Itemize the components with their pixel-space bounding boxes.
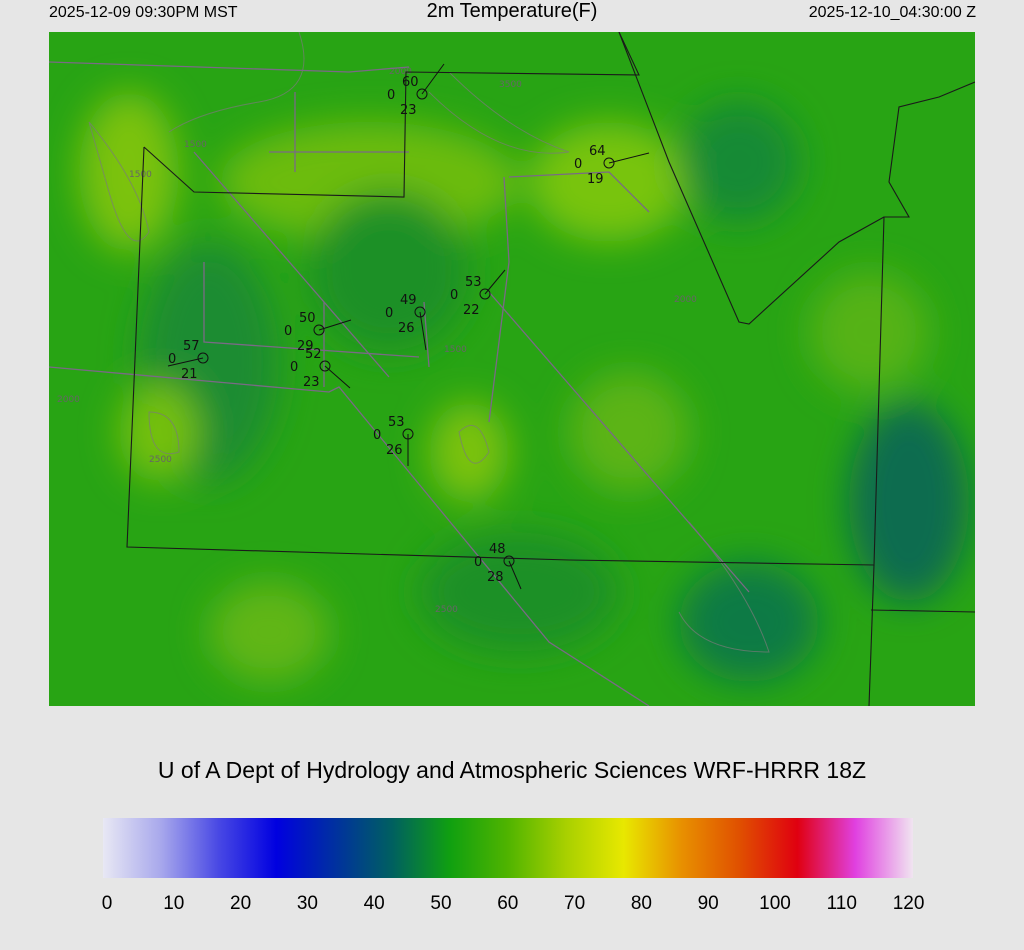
colorbar-gradient [103,818,913,878]
boundaries [126,32,975,706]
station-left: 0 [385,306,393,321]
station-circle-icon [479,288,491,300]
station-temp: 49 [400,293,417,308]
station-dew: 26 [386,443,403,458]
station-plot: 50 0 29 [284,311,352,354]
colorbar-tick-label: 100 [759,893,791,914]
station-plot: 60 0 23 [387,63,445,118]
station-left: 0 [168,352,176,367]
colorbar-tick-label: 30 [296,893,318,914]
station-left: 0 [574,157,582,172]
station-dew: 21 [181,367,198,382]
wind-barb-icon [508,560,522,590]
station-circle-icon [197,352,209,364]
svg-text:2000: 2000 [674,295,697,305]
colorbar [103,818,913,878]
wind-barb-icon [484,269,506,295]
station-temp: 50 [299,311,316,326]
station-temp: 64 [589,144,606,159]
colorbar-tick-label: 40 [363,893,385,914]
svg-text:2500: 2500 [435,605,458,615]
station-temp: 53 [465,275,482,290]
station-dew: 28 [487,570,504,585]
terrain-contours [88,32,770,653]
svg-text:2000: 2000 [389,67,412,77]
colorbar-tick-label: 120 [892,893,925,914]
credit-line: U of A Dept of Hydrology and Atmospheric… [157,757,867,783]
station-plots: 60 0 23 64 0 19 53 0 22 49 0 26 50 0 29 57 0 21 52 0 23 53 0 26… [167,63,650,590]
station-circle-icon [416,88,428,100]
station-dew: 26 [398,321,415,336]
station-circle-icon [319,360,331,372]
wind-barb-icon [167,357,204,367]
colorbar-tick-label: 80 [630,893,652,914]
station-dew: 23 [400,103,417,118]
wind-barb-icon [324,365,351,389]
svg-text:3500: 3500 [499,80,522,90]
station-dew: 22 [463,303,480,318]
station-plot: 48 0 28 [474,542,522,590]
station-temp: 57 [183,339,200,354]
wind-barb-icon [421,63,445,95]
map-title: 2m Temperature(F) [426,0,598,22]
station-dew: 19 [587,172,604,187]
svg-text:1500: 1500 [129,170,152,180]
colorbar-tick-label: 20 [230,893,252,914]
station-circle-icon [414,306,426,318]
station-circle-icon [313,324,325,336]
station-plot: 49 0 26 [385,293,427,351]
station-left: 0 [373,428,381,443]
wind-barb-icon [608,152,650,164]
colorbar-tick-label: 50 [430,893,452,914]
station-plot: 53 0 22 [450,269,506,318]
colorbar-tick-label: 110 [826,893,857,914]
station-dew: 23 [303,375,320,390]
colorbar-tick-label: 0 [101,893,113,914]
colorbar-tick-label: 90 [697,893,719,914]
svg-text:2500: 2500 [149,455,172,465]
wind-barb-icon [318,319,352,331]
station-left: 0 [387,88,395,103]
station-left: 0 [474,555,482,570]
temperature-map: 1500 1500 1500 2000 2000 2000 2500 2500 … [49,32,975,706]
svg-text:1500: 1500 [184,140,207,150]
station-plot: 57 0 21 [167,339,209,382]
station-left: 0 [290,360,298,375]
station-dew: 29 [297,339,314,354]
station-circle-icon [503,555,515,567]
svg-text:1500: 1500 [444,345,467,355]
station-left: 0 [284,324,292,339]
station-plot: 52 0 23 [290,347,351,390]
station-circle-icon [603,157,615,169]
station-plot: 64 0 19 [574,144,650,187]
valid-time-local: 2025-12-09 09:30PM MST [49,4,238,21]
colorbar-tick-label: 70 [564,893,586,914]
station-temp: 52 [305,347,322,362]
colorbar-tick-label: 10 [163,893,185,914]
svg-text:2000: 2000 [57,395,80,405]
valid-time-utc: 2025-12-10_04:30:00 Z [808,4,976,21]
station-temp: 60 [402,75,419,90]
wind-barb-icon [419,311,427,351]
station-temp: 48 [489,542,506,557]
station-left: 0 [450,288,458,303]
station-temp: 53 [388,415,405,430]
colorbar-tick-label: 60 [497,893,519,914]
station-plot: 53 0 26 [373,415,414,466]
contour-labels: 1500 1500 1500 2000 2000 2000 2500 2500 … [57,67,697,615]
